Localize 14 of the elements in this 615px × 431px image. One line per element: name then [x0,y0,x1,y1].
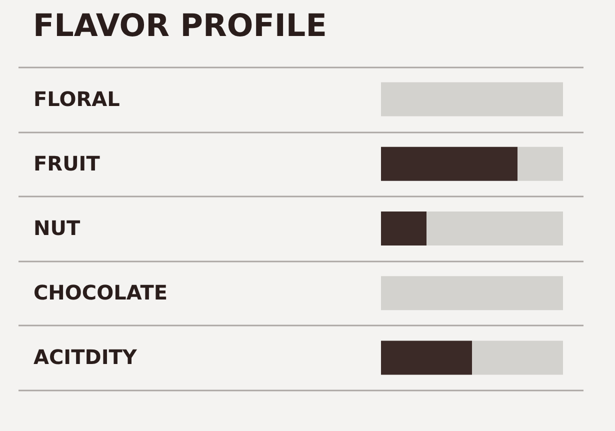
bar [381,276,563,310]
y-tick-label: ACITDITY [34,345,138,370]
y-tick-label: CHOCOLATE [34,280,168,305]
y-tick-label: FLORAL [34,86,120,111]
y-tick-label: NUT [34,216,80,240]
y-tick-label: FRUIT [34,151,100,176]
bar [381,82,563,116]
bar [381,146,518,181]
bar [381,340,472,375]
chart-title: FLAVOR PROFILE [33,8,327,44]
bar [472,340,563,375]
bar [518,146,563,181]
bar [381,212,426,246]
bar [426,212,563,246]
